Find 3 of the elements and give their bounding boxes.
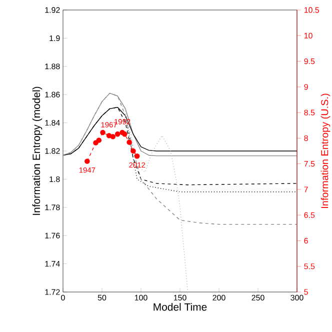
x-axis-title: Model Time	[154, 303, 207, 311]
y-axis-title: Information Entropy (model)	[32, 86, 42, 215]
y2-axis-title: Information Entropy (U.S.)	[320, 94, 330, 208]
